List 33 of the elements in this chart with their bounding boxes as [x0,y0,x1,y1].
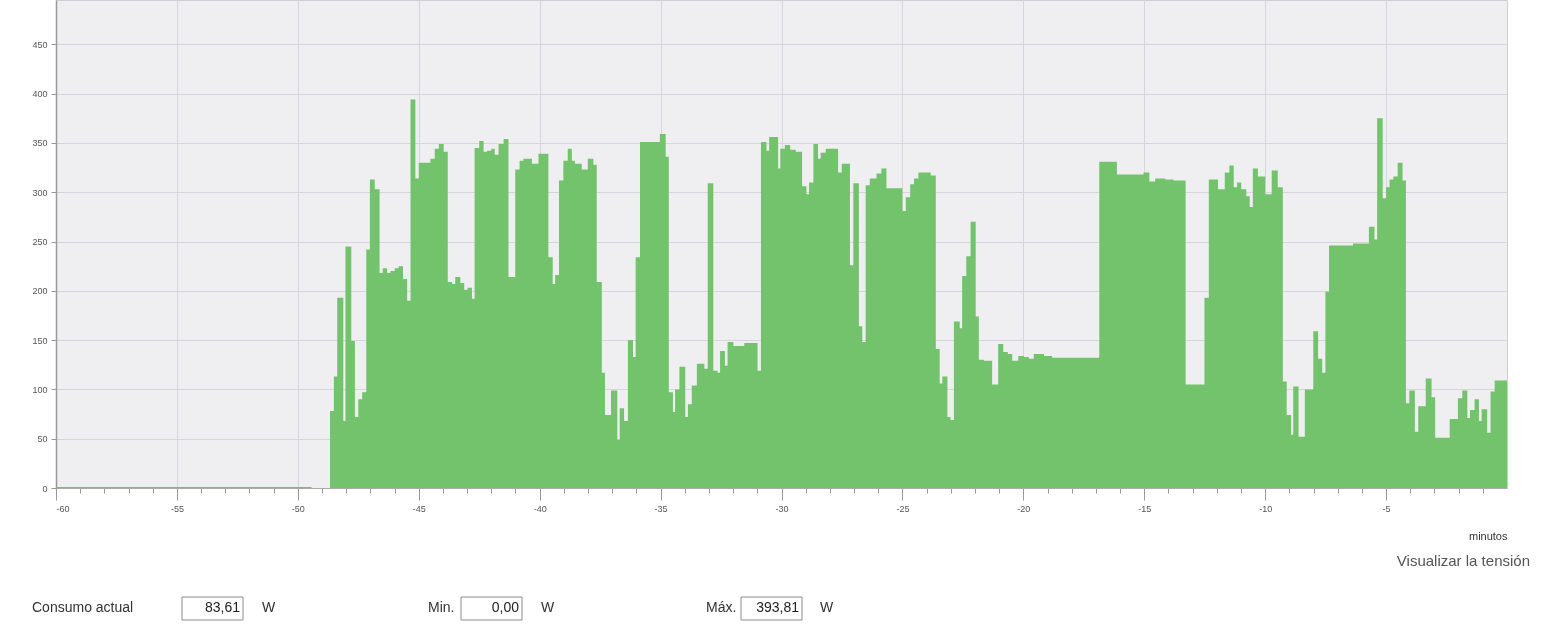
x-tick-label: -45 [412,503,426,514]
x-axis-title: minutos [1468,529,1508,542]
y-tick-label: 250 [32,237,48,248]
y-tick-label: 400 [32,89,48,100]
x-tick-label: -40 [533,503,547,514]
text: 83,61 [204,599,241,615]
x-tick-label: -35 [654,503,668,514]
x-tick-label: -25 [896,503,910,514]
x-tick-label: -5 [1382,503,1391,514]
text: W [820,599,834,615]
text: 0,00 [491,599,520,615]
y-tick-label: 50 [37,434,48,445]
x-tick-label: -50 [291,503,305,514]
y-tick-label: 300 [32,187,48,198]
x-tick-label: -15 [1138,503,1152,514]
text: Consumo actual [32,599,134,615]
x-tick-label: -20 [1017,503,1031,514]
text: Min. [428,599,455,615]
y-tick-label: 200 [32,286,48,297]
y-tick-label: 0 [42,483,48,494]
text: Máx. [706,599,737,615]
y-tick-label: 150 [32,335,48,346]
x-tick-label: -10 [1259,503,1273,514]
text: 393,81 [756,599,800,615]
y-tick-label: 100 [32,384,48,395]
x-tick-label: -60 [56,503,70,514]
y-tick-label: 450 [32,39,48,50]
x-tick-label: -30 [775,503,789,514]
x-tick-label: -55 [170,503,184,514]
text: W [541,599,555,615]
text: W [262,599,276,615]
y-tick-label: 350 [32,138,48,149]
text: Visualizar la tensión [1396,552,1530,569]
